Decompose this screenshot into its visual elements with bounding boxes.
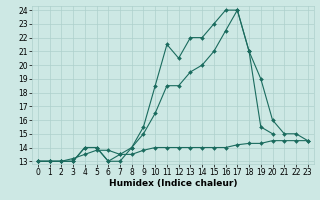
X-axis label: Humidex (Indice chaleur): Humidex (Indice chaleur) xyxy=(108,179,237,188)
